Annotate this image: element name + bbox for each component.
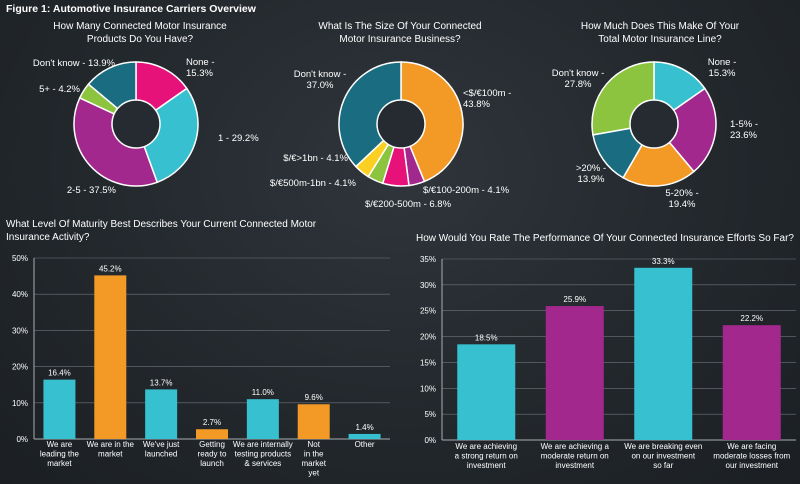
y-tick-label: 30% <box>12 326 28 335</box>
bar-value-label: 16.4% <box>48 369 71 378</box>
bar-getting-ready-to-launch <box>196 429 228 439</box>
pie-slice-6 <box>338 61 402 168</box>
slice-label-1: None -15.3% <box>186 57 215 79</box>
x-tick-label: We are achieving a moderate return on inve… <box>541 442 610 470</box>
figure-title: Figure 1: Automotive Insurance Carriers … <box>6 3 256 15</box>
y-tick-label: 50% <box>12 254 28 263</box>
slice-label-5: Don't know -27.8% <box>552 68 605 90</box>
bar-value-label: 11.0% <box>252 388 274 397</box>
slice-label-2: 1 - 29.2% <box>218 133 259 144</box>
x-tick-label: Not in the market yet <box>301 440 326 478</box>
chart-title-line: Motor Insurance Business? <box>339 34 461 45</box>
x-tick-label: We are achieving a strong return on invest… <box>455 442 518 470</box>
y-tick-label: 0% <box>424 436 436 445</box>
bar-we-are-breaking-even-on-our-investment-so-far <box>634 267 693 440</box>
pie-slice-3 <box>73 96 159 187</box>
y-tick-label: 15% <box>420 358 436 367</box>
pie-slice-1 <box>400 61 464 183</box>
chart-title-line: What Level Of Maturity Best Describes Yo… <box>6 219 317 230</box>
chart-title-line: Total Motor Insurance Line? <box>598 34 722 45</box>
chart-title-line: Insurance Activity? <box>6 232 90 243</box>
bar-we-are-achieving-a-moderate-return-on-investment <box>545 306 604 440</box>
x-tick-label: We are internally testing products & servi… <box>233 440 293 468</box>
slice-label-4: >20% -13.9% <box>576 163 606 185</box>
donut-hole <box>111 99 161 149</box>
slice-label-5: Don't know - 13.9% <box>33 58 116 69</box>
slice-label-3: $/€200-500m - 6.8% <box>365 199 452 210</box>
y-tick-label: 20% <box>420 333 436 342</box>
chart-title-business-size: What Is The Size Of Your Connected Motor… <box>300 20 500 46</box>
bar-we-are-facing-moderate-losses-from-our-investment <box>722 325 781 440</box>
chart-title-maturity: What Level Of Maturity Best Describes Yo… <box>6 218 316 244</box>
pie-slice-2 <box>652 87 717 173</box>
x-tick-label: We are leading the market <box>40 440 80 468</box>
bar-value-label: 33.3% <box>652 257 675 266</box>
chart-title-line: How Would You Rate The Performance Of Yo… <box>416 233 794 244</box>
chart-title-line: How Many Connected Motor Insurance <box>53 21 227 32</box>
bar-value-label: 25.9% <box>563 295 586 304</box>
y-tick-label: 40% <box>12 290 28 299</box>
bar-other <box>348 433 381 439</box>
donut-hole <box>376 99 426 149</box>
bar-chart-maturity: 0% 10% 20% 30% 40% 50% 16.4% We are leading the m… <box>12 254 390 478</box>
y-tick-label: 10% <box>12 399 28 408</box>
x-tick-label: We are breaking even on our investment so … <box>624 442 702 470</box>
bar-value-label: 1.4% <box>355 423 373 432</box>
x-tick-label: Other <box>355 440 375 449</box>
pie-slice-3 <box>622 122 695 187</box>
y-tick-label: 0% <box>16 435 28 444</box>
slice-label-1: None -15.3% <box>708 57 737 79</box>
bar-value-label: 45.2% <box>99 264 122 273</box>
chart-title-products: How Many Connected Motor Insurance Produ… <box>40 20 240 46</box>
slice-label-4: $/€500m-1bn - 4.1% <box>270 178 357 189</box>
bar-we-ve-just-launched <box>145 389 178 439</box>
slice-label-4: 5+ - 4.2% <box>39 84 80 95</box>
chart-title-motor-line-share: How Much Does This Make Of Your Total Mo… <box>550 20 770 46</box>
slice-label-3: 2-5 - 37.5% <box>67 185 117 196</box>
bar-value-label: 2.7% <box>203 418 221 427</box>
x-tick-label: We are facing moderate losses from our inv… <box>713 442 790 470</box>
bar-value-label: 22.2% <box>740 314 763 323</box>
x-tick-label: We've just launched <box>143 440 180 459</box>
bar-we-are-in-the-market <box>94 275 127 439</box>
slice-label-2: 1-5% -23.6% <box>730 119 758 141</box>
donut-hole <box>629 99 679 149</box>
slice-label-1: <$/€100m -43.8% <box>463 88 511 110</box>
chart-title-performance: How Would You Rate The Performance Of Yo… <box>416 232 794 245</box>
bar-we-are-achieving-a-strong-return-on-investment <box>457 344 516 440</box>
y-tick-label: 30% <box>420 281 436 290</box>
y-tick-label: 20% <box>12 363 28 372</box>
x-tick-label: Getting ready to launch <box>198 440 227 468</box>
bar-value-label: 13.7% <box>150 378 173 387</box>
y-tick-label: 10% <box>420 384 436 393</box>
y-tick-label: 25% <box>420 307 436 316</box>
y-tick-label: 35% <box>420 255 436 264</box>
bar-value-label: 9.6% <box>305 393 323 402</box>
slice-label-2: $/€100-200m - 4.1% <box>423 185 510 196</box>
chart-title-line: How Much Does This Make Of Your <box>580 21 740 32</box>
donut-chart-motor-line-share: None -15.3% 1-5% -23.6% 5-20% -19.4% >20% -… <box>552 57 758 210</box>
slice-label-3: 5-20% -19.4% <box>665 188 698 210</box>
bar-value-label: 18.5% <box>475 333 498 342</box>
slice-label-5: $/€>1bn - 4.1% <box>283 153 348 164</box>
chart-title-line: Products Do You Have? <box>86 34 194 45</box>
bar-we-are-internally-testing-products-services <box>246 399 279 439</box>
chart-title-line: What Is The Size Of Your Connected <box>318 21 482 32</box>
bar-chart-performance: 0% 5% 10% 15% 20% 25% 30% 35% 18.5% We are achiev… <box>420 255 796 470</box>
x-tick-label: We are in the market <box>87 440 135 459</box>
y-tick-label: 5% <box>424 410 436 419</box>
donut-chart-business-size: <$/€100m -43.8% $/€100-200m - 4.1% $/€200-… <box>270 61 511 210</box>
donut-chart-products: None -15.3% 1 - 29.2% 2-5 - 37.5% 5+ - 4.2%… <box>33 57 259 196</box>
pie-slice-2 <box>135 87 199 184</box>
bar-we-are-leading-the-market <box>43 379 76 439</box>
slice-label-6: Don't know -37.0% <box>294 69 347 91</box>
bar-not-in-the-market-yet <box>297 404 330 439</box>
